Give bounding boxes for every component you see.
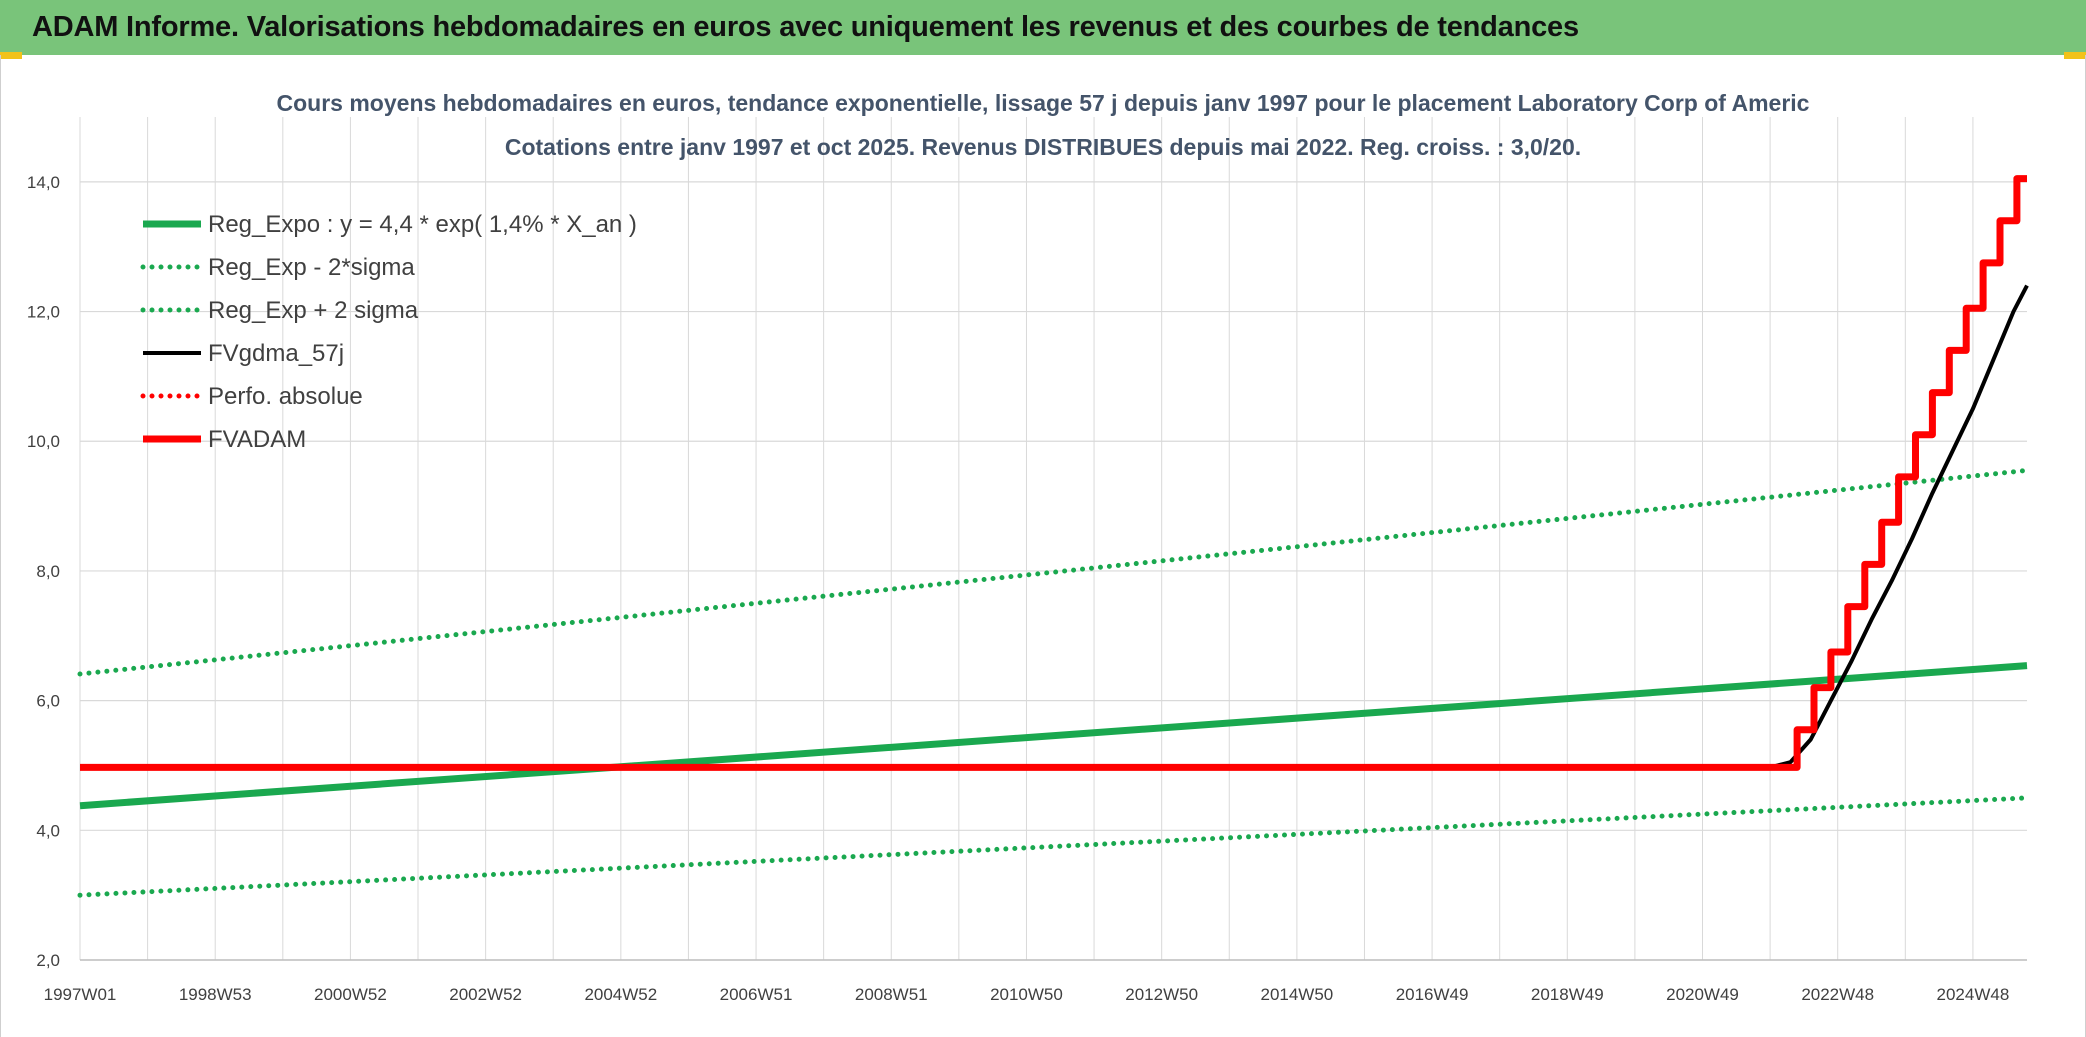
series-line [80, 175, 2027, 771]
legend-label: FVgdma_57j [208, 340, 344, 367]
series-line [80, 284, 2029, 770]
legend-label: FVADAM [208, 426, 306, 453]
legend-label: Reg_Exp + 2 sigma [208, 297, 419, 324]
x-tick-label: 2020W49 [1666, 985, 1739, 1004]
x-tick-label: 1997W01 [44, 985, 117, 1004]
x-tick-label: 2008W51 [855, 985, 928, 1004]
legend-label: Reg_Exp - 2*sigma [208, 254, 415, 281]
x-axis-ticks: 1997W01 1998W53 2000W52 2002W52 2004W52 2006W… [44, 985, 2010, 1004]
y-axis-ticks: 2,0 4,0 6,0 8,0 10,0 12,0 14,0 [27, 173, 60, 970]
series-lines [77, 175, 2030, 898]
banner-corner-left [0, 52, 22, 59]
x-tick-label: 2014W50 [1260, 985, 1333, 1004]
banner-corner-right [2064, 52, 2086, 59]
y-tick-label: 14,0 [27, 173, 60, 192]
series-line [79, 662, 2028, 810]
y-tick-label: 8,0 [36, 562, 60, 581]
x-tick-label: 2002W52 [449, 985, 522, 1004]
x-tick-label: 2016W49 [1396, 985, 1469, 1004]
legend-label: Reg_Expo : y = 4,4 * exp( 1,4% * X_an ) [208, 211, 637, 238]
series-line [77, 795, 2030, 898]
chart-subtitle: Cotations entre janv 1997 et oct 2025. R… [505, 134, 1581, 160]
legend-label: Perfo. absolue [208, 383, 363, 410]
x-tick-label: 2000W52 [314, 985, 387, 1004]
x-tick-label: 2022W48 [1801, 985, 1874, 1004]
report-title: ADAM Informe. Valorisations hebdomadaire… [32, 11, 1579, 43]
x-tick-label: 2024W48 [1937, 985, 2010, 1004]
x-tick-label: 2018W49 [1531, 985, 1604, 1004]
grid-lines [79, 117, 2027, 961]
x-tick-label: 2006W51 [720, 985, 793, 1004]
y-tick-label: 2,0 [36, 951, 60, 970]
x-tick-label: 1998W53 [179, 985, 252, 1004]
y-tick-label: 10,0 [27, 432, 60, 451]
y-tick-label: 12,0 [27, 303, 60, 322]
x-tick-label: 2004W52 [584, 985, 657, 1004]
series-line [77, 467, 2030, 677]
y-tick-label: 6,0 [36, 692, 60, 711]
x-tick-label: 2010W50 [990, 985, 1063, 1004]
y-tick-label: 4,0 [36, 821, 60, 840]
legend: Reg_Expo : y = 4,4 * exp( 1,4% * X_an ) R… [140, 211, 637, 453]
chart-title: Cours moyens hebdomadaires en euros, ten… [277, 90, 1810, 116]
x-tick-label: 2012W50 [1125, 985, 1198, 1004]
report-banner: ADAM Informe. Valorisations hebdomadaire… [0, 0, 2086, 55]
